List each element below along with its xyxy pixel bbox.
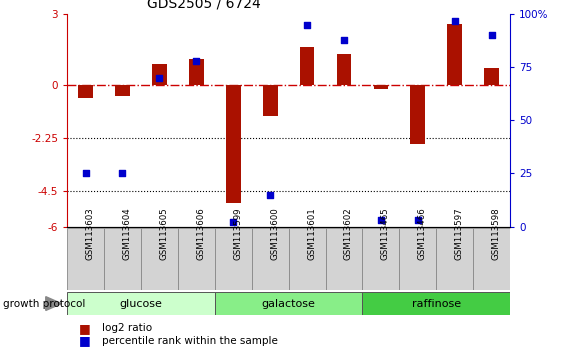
Text: GSM113597: GSM113597 bbox=[455, 207, 463, 259]
FancyBboxPatch shape bbox=[67, 292, 215, 315]
Text: GSM113598: GSM113598 bbox=[491, 207, 501, 259]
Text: GSM113600: GSM113600 bbox=[270, 207, 279, 260]
FancyBboxPatch shape bbox=[289, 228, 325, 290]
Point bbox=[339, 37, 349, 42]
FancyBboxPatch shape bbox=[363, 228, 399, 290]
Bar bbox=[115, 85, 130, 96]
FancyBboxPatch shape bbox=[104, 228, 141, 290]
FancyBboxPatch shape bbox=[399, 228, 436, 290]
Point bbox=[376, 217, 385, 223]
FancyBboxPatch shape bbox=[363, 292, 510, 315]
Point bbox=[265, 192, 275, 198]
FancyBboxPatch shape bbox=[67, 228, 104, 290]
Point bbox=[81, 171, 90, 176]
Bar bbox=[374, 85, 388, 88]
Point bbox=[450, 18, 459, 23]
Bar bbox=[447, 24, 462, 85]
Point bbox=[154, 75, 164, 81]
Text: galactose: galactose bbox=[262, 298, 315, 309]
Text: GDS2505 / 6724: GDS2505 / 6724 bbox=[147, 0, 261, 11]
FancyBboxPatch shape bbox=[436, 228, 473, 290]
Bar bbox=[484, 68, 499, 85]
FancyBboxPatch shape bbox=[252, 228, 289, 290]
Text: percentile rank within the sample: percentile rank within the sample bbox=[102, 336, 278, 346]
Bar bbox=[226, 85, 241, 203]
Point bbox=[487, 33, 496, 38]
Text: glucose: glucose bbox=[120, 298, 162, 309]
Text: GSM113603: GSM113603 bbox=[86, 207, 94, 260]
FancyBboxPatch shape bbox=[141, 228, 178, 290]
FancyBboxPatch shape bbox=[215, 228, 252, 290]
Point bbox=[303, 22, 312, 28]
Bar bbox=[336, 54, 352, 85]
Text: GSM113605: GSM113605 bbox=[159, 207, 168, 260]
Point bbox=[413, 217, 423, 223]
Text: GSM113599: GSM113599 bbox=[233, 207, 242, 259]
Point bbox=[192, 58, 201, 64]
FancyBboxPatch shape bbox=[215, 292, 363, 315]
Bar bbox=[263, 85, 278, 116]
Text: GSM113601: GSM113601 bbox=[307, 207, 316, 260]
Text: GSM113604: GSM113604 bbox=[122, 207, 131, 260]
Text: GSM113466: GSM113466 bbox=[418, 207, 427, 260]
Text: log2 ratio: log2 ratio bbox=[102, 323, 152, 333]
Bar bbox=[78, 85, 93, 98]
Bar bbox=[152, 64, 167, 85]
Bar bbox=[300, 47, 314, 85]
FancyBboxPatch shape bbox=[473, 228, 510, 290]
FancyBboxPatch shape bbox=[325, 228, 363, 290]
Polygon shape bbox=[45, 297, 62, 310]
Text: growth protocol: growth protocol bbox=[3, 298, 85, 309]
Text: GSM113602: GSM113602 bbox=[344, 207, 353, 260]
Text: ■: ■ bbox=[79, 334, 90, 347]
FancyBboxPatch shape bbox=[178, 228, 215, 290]
Text: GSM113465: GSM113465 bbox=[381, 207, 390, 260]
Text: raffinose: raffinose bbox=[412, 298, 461, 309]
Text: GSM113606: GSM113606 bbox=[196, 207, 205, 260]
Point bbox=[118, 171, 127, 176]
Bar bbox=[410, 85, 425, 144]
Bar bbox=[189, 59, 203, 85]
Text: ■: ■ bbox=[79, 322, 90, 335]
Point bbox=[229, 219, 238, 225]
